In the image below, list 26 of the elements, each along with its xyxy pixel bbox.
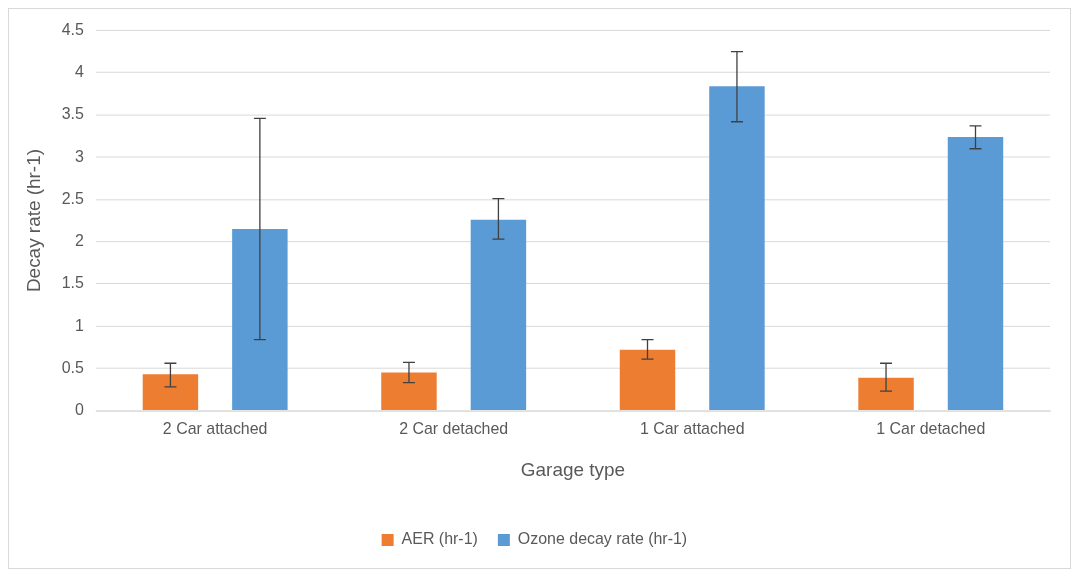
- bar: [470, 219, 527, 411]
- x-tick-label: 2 Car attached: [162, 420, 268, 438]
- bar: [947, 136, 1004, 411]
- y-tick-label: 4: [75, 63, 85, 81]
- y-tick-label: 2.5: [61, 189, 85, 207]
- x-axis-title: Garage type: [520, 459, 626, 481]
- legend-label: Ozone decay rate (hr-1): [517, 530, 688, 548]
- y-tick-label: 0: [75, 400, 85, 418]
- y-tick-label: 3.5: [61, 105, 85, 123]
- bar: [709, 86, 765, 411]
- y-tick-label: 2: [75, 232, 85, 250]
- y-tick-label: 3: [75, 147, 85, 165]
- bar: [232, 228, 288, 411]
- x-tick-label: 2 Car detached: [399, 420, 509, 438]
- y-tick-label: 4.5: [61, 20, 85, 38]
- y-tick-label: 1: [75, 316, 85, 334]
- x-tick-label: 1 Car detached: [876, 420, 986, 438]
- bar: [619, 349, 676, 411]
- legend-label: AER (hr-1): [401, 530, 478, 548]
- y-axis-title: Decay rate (hr-1): [22, 149, 44, 293]
- bar: [142, 374, 199, 411]
- x-tick-label: 1 Car attached: [639, 420, 745, 438]
- bar: [858, 377, 914, 411]
- bar: [381, 372, 437, 411]
- y-tick-label: 1.5: [61, 274, 85, 292]
- y-tick-label: 0.5: [61, 358, 85, 376]
